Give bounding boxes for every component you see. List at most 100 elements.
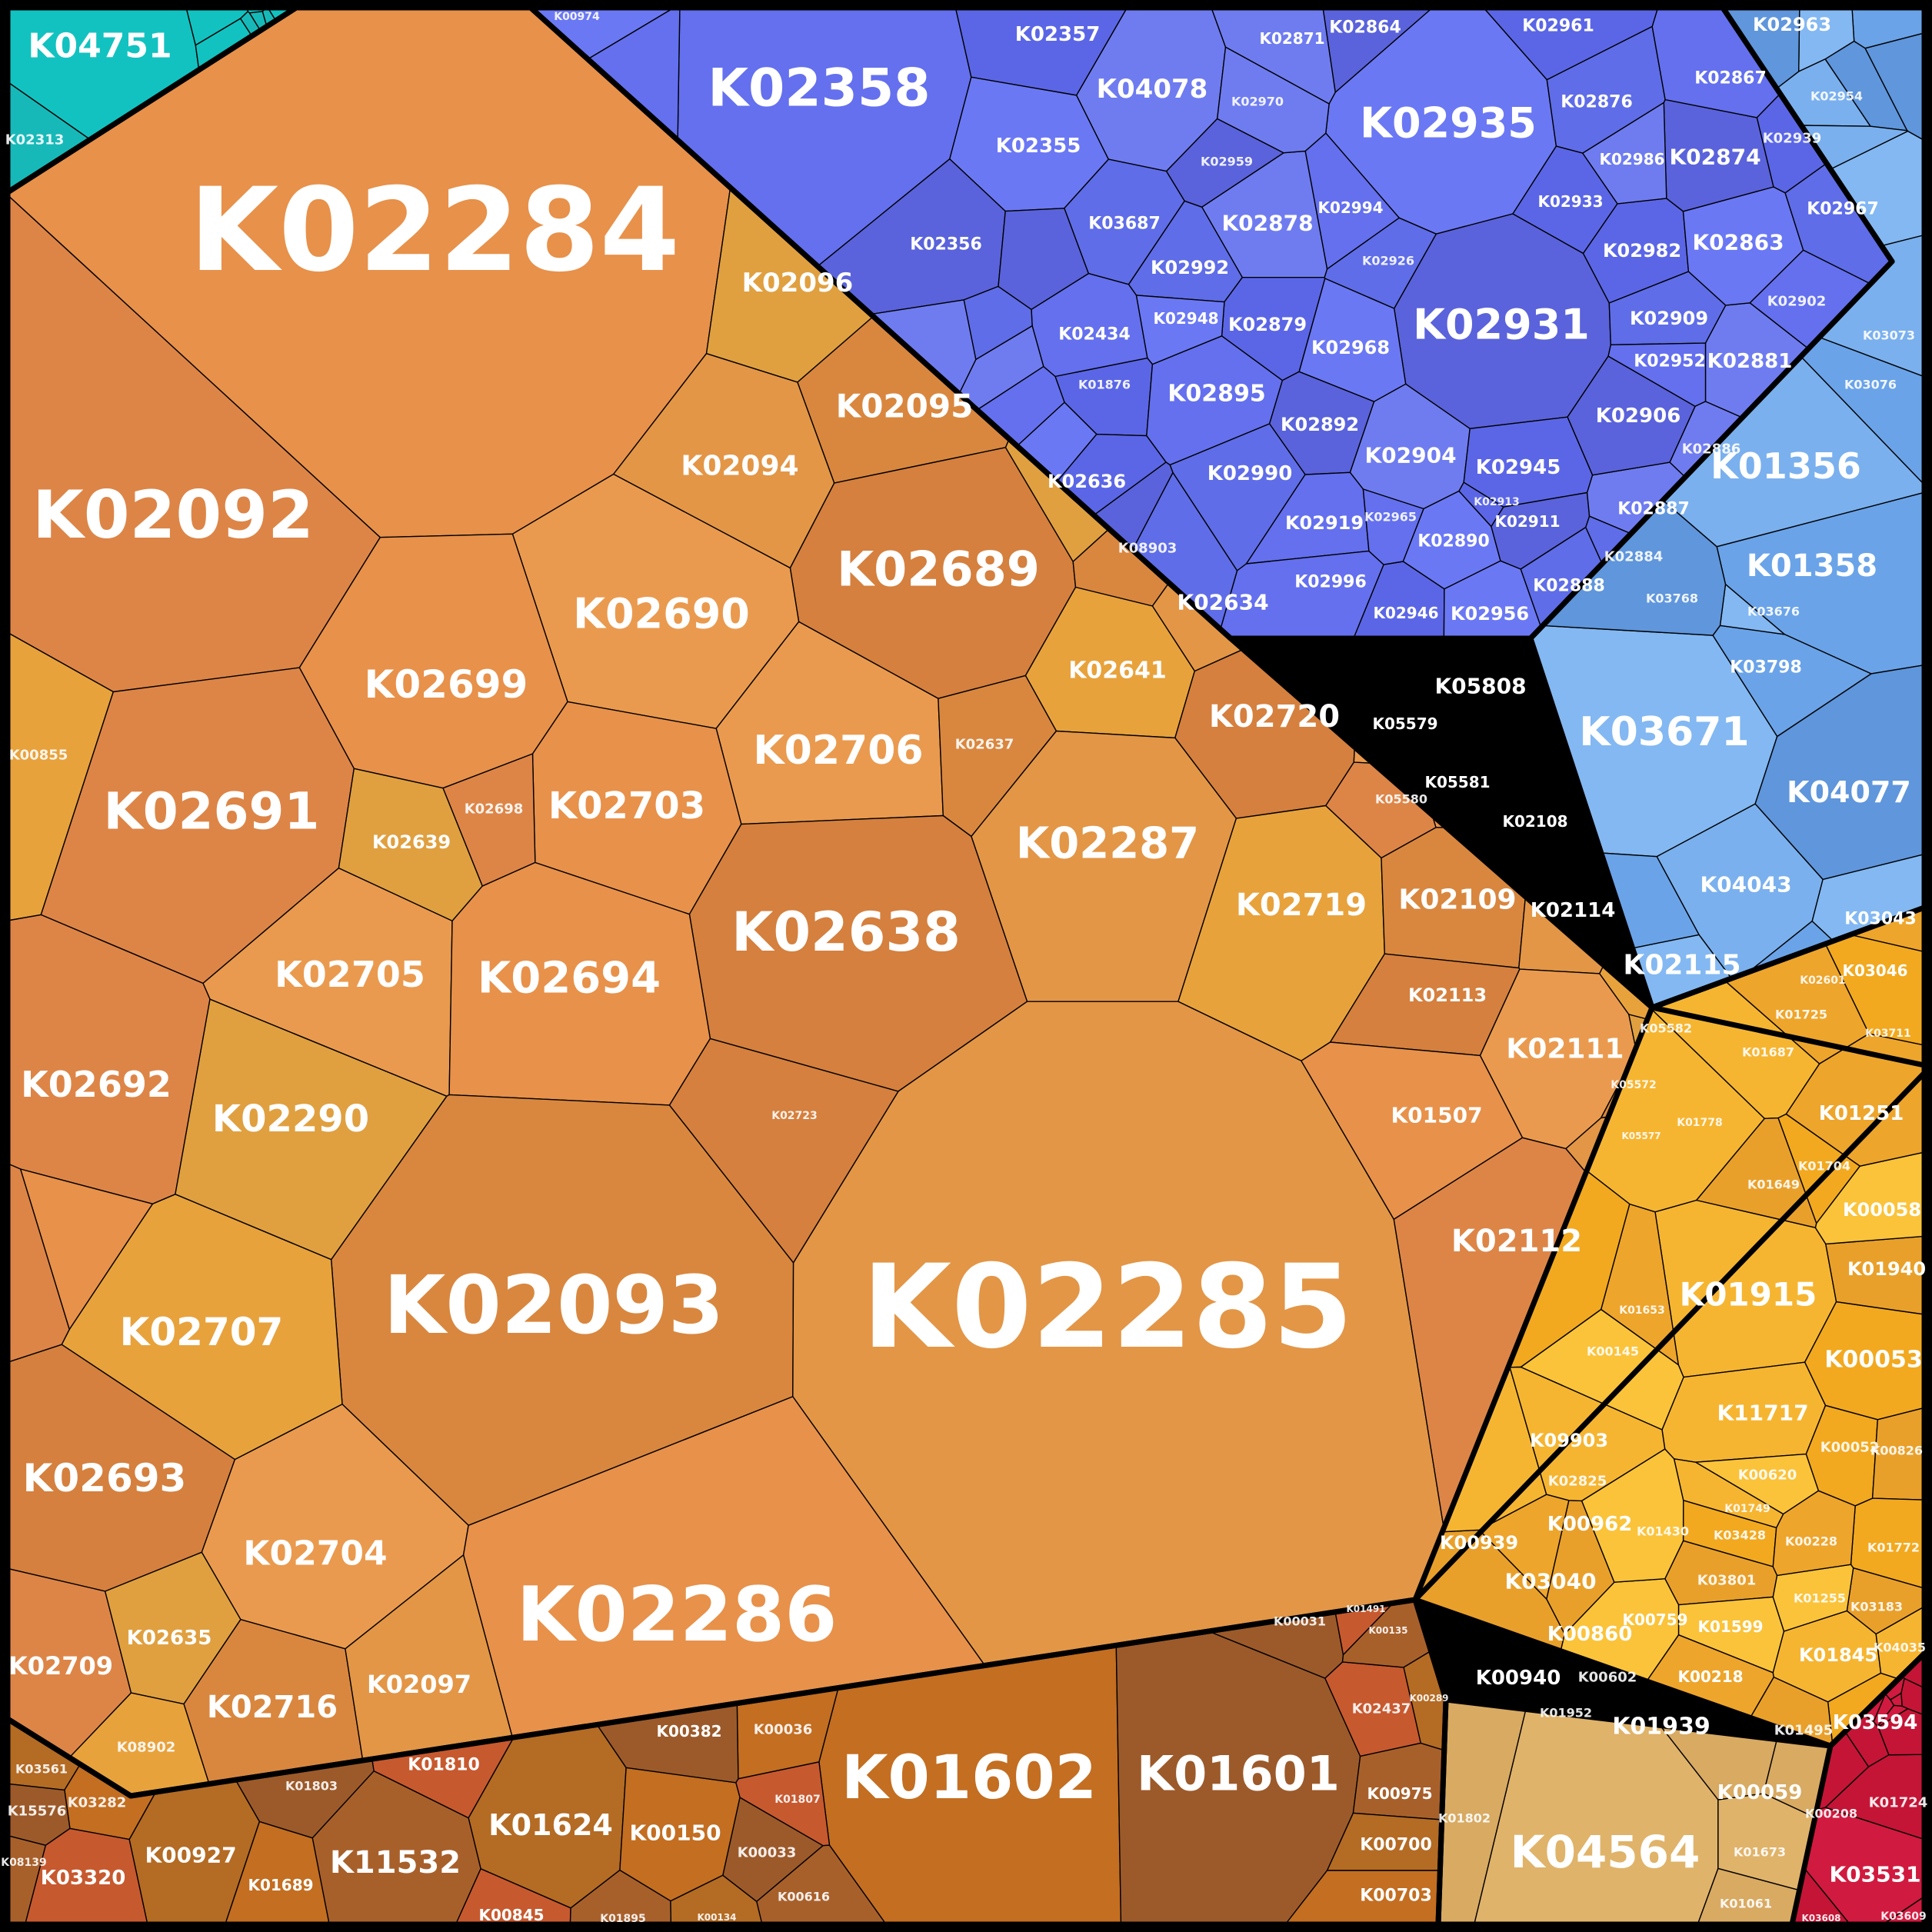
cell-label-k01952: K01952 (1540, 1706, 1592, 1720)
cell-label-k03561: K03561 (15, 1762, 68, 1777)
cell-label-k00134: K00134 (697, 1912, 736, 1923)
cell-label-k02096: K02096 (742, 268, 854, 298)
cell-label-k02904: K02904 (1364, 443, 1456, 468)
cell-label-k15576: K15576 (8, 1804, 67, 1820)
cell-label-k01673: K01673 (1734, 1845, 1786, 1860)
cell-label-k02996: K02996 (1294, 573, 1367, 592)
cell-label-k02694: K02694 (478, 954, 661, 1004)
cell-label-k01649: K01649 (1747, 1178, 1800, 1192)
cell-k02926 (1324, 217, 1437, 309)
cell-label-k00052: K00052 (1820, 1440, 1880, 1456)
cell-label-k01939: K01939 (1612, 1714, 1710, 1740)
cell-label-k02994: K02994 (1317, 198, 1383, 217)
cell-label-k02637: K02637 (955, 737, 1014, 753)
cell-label-k02939: K02939 (1763, 131, 1822, 147)
cell-label-k01749: K01749 (1724, 1503, 1770, 1515)
cell-label-k02992: K02992 (1151, 257, 1229, 278)
cell-label-k00826: K00826 (1870, 1444, 1923, 1458)
cell-label-k02986: K02986 (1599, 150, 1664, 168)
cell-label-k02963: K02963 (1753, 14, 1831, 35)
cell-label-k01251: K01251 (1819, 1102, 1904, 1125)
cell-label-k02881: K02881 (1707, 350, 1793, 373)
cell-label-k02638: K02638 (731, 901, 961, 964)
cell-label-k00382: K00382 (656, 1722, 721, 1740)
cell-k02970 (1216, 46, 1330, 154)
cell-k03183 (1846, 1567, 1925, 1635)
cell-label-k01895: K01895 (600, 1913, 646, 1925)
cell-label-k02871: K02871 (1259, 29, 1324, 48)
cell-label-k00036: K00036 (754, 1722, 813, 1738)
cell-label-k02356: K02356 (910, 235, 982, 255)
cell-label-k05572: K05572 (1611, 1079, 1657, 1091)
cell-label-k03711: K03711 (1865, 1028, 1911, 1040)
cell-k02871 (1211, 7, 1336, 105)
cell-label-k02286: K02286 (517, 1571, 838, 1659)
cell-label-k02892: K02892 (1281, 414, 1359, 435)
cell-label-k05577: K05577 (1621, 1131, 1661, 1141)
cell-label-k01358: K01358 (1747, 548, 1877, 584)
cell-minor (998, 208, 1090, 311)
cell-label-k03073: K03073 (1863, 328, 1915, 343)
cell-label-k00208: K00208 (1805, 1807, 1857, 1821)
cell-label-k01772: K01772 (1867, 1541, 1920, 1555)
cell-label-k00703: K00703 (1360, 1887, 1432, 1906)
cell-label-k04043: K04043 (1700, 872, 1791, 898)
cell-label-k02884: K02884 (1604, 549, 1664, 565)
cell-label-k02114: K02114 (1531, 899, 1616, 922)
cell-label-k01803: K01803 (285, 1779, 338, 1794)
cell-label-k02965: K02965 (1364, 510, 1417, 525)
cell-k02723 (668, 1038, 899, 1264)
cell-label-k00620: K00620 (1738, 1467, 1797, 1484)
cell-label-k00759: K00759 (1622, 1611, 1687, 1629)
cell-k02948 (1135, 295, 1225, 365)
cell-label-k01689: K01689 (248, 1876, 313, 1894)
cell-label-k02867: K02867 (1694, 69, 1767, 88)
cell-k02965 (1362, 488, 1424, 565)
cell-label-k01778: K01778 (1677, 1117, 1723, 1129)
cell-label-k02887: K02887 (1617, 500, 1690, 519)
cell-label-k02689: K02689 (837, 541, 1040, 598)
cell-label-k00855: K00855 (9, 748, 68, 764)
cell-label-k01807: K01807 (774, 1794, 821, 1806)
cell-label-k03183: K03183 (1850, 1600, 1903, 1614)
cell-label-k00602: K00602 (1578, 1670, 1637, 1686)
cell-k00975 (1352, 1742, 1445, 1820)
cell-label-k02691: K02691 (104, 782, 320, 841)
cell-label-k02636: K02636 (1048, 471, 1126, 492)
cell-label-k04564: K04564 (1511, 1826, 1700, 1878)
cell-label-k08902: K08902 (117, 1740, 176, 1756)
cell-minor (1509, 1366, 1666, 1502)
cell-label-k01876: K01876 (1078, 378, 1131, 392)
cell-label-k02639: K02639 (372, 831, 451, 853)
cell-label-k02990: K02990 (1208, 462, 1293, 485)
cell-label-k02961: K02961 (1522, 17, 1594, 36)
cell-label-k02111: K02111 (1506, 1034, 1624, 1065)
cell-label-k02313: K02313 (5, 132, 65, 148)
cell-label-k00289: K00289 (1409, 1693, 1448, 1704)
cell-label-k01624: K01624 (488, 1808, 613, 1842)
cell-label-k03531: K03531 (1829, 1862, 1920, 1887)
cell-label-k03676: K03676 (1747, 605, 1800, 619)
cell-label-k01704: K01704 (1798, 1159, 1850, 1174)
cell-label-k01601: K01601 (1137, 1746, 1340, 1802)
cell-label-k01653: K01653 (1619, 1304, 1665, 1317)
cell-label-k05580: K05580 (1375, 792, 1427, 807)
cell-k00382 (595, 1702, 739, 1784)
cell-label-k00053: K00053 (1824, 1347, 1923, 1374)
cell-label-k02931: K02931 (1413, 301, 1590, 349)
cell-label-k11717: K11717 (1717, 1401, 1808, 1426)
cell-label-k02109: K02109 (1398, 884, 1516, 916)
cell-label-k03428: K03428 (1714, 1528, 1766, 1543)
cell-k02939 (1756, 92, 1827, 194)
cell-label-k02890: K02890 (1417, 532, 1490, 551)
cell-label-k02358: K02358 (708, 58, 930, 119)
cell-label-k05581: K05581 (1424, 773, 1490, 791)
cell-label-k02699: K02699 (365, 662, 528, 707)
cell-label-k02115: K02115 (1623, 950, 1740, 981)
cell-label-k02968: K02968 (1311, 337, 1390, 358)
cell-label-k02945: K02945 (1476, 456, 1561, 479)
cell-label-k00939: K00939 (1440, 1532, 1518, 1554)
cell-label-k11532: K11532 (330, 1845, 461, 1880)
cell-label-k04035: K04035 (1874, 1641, 1926, 1655)
